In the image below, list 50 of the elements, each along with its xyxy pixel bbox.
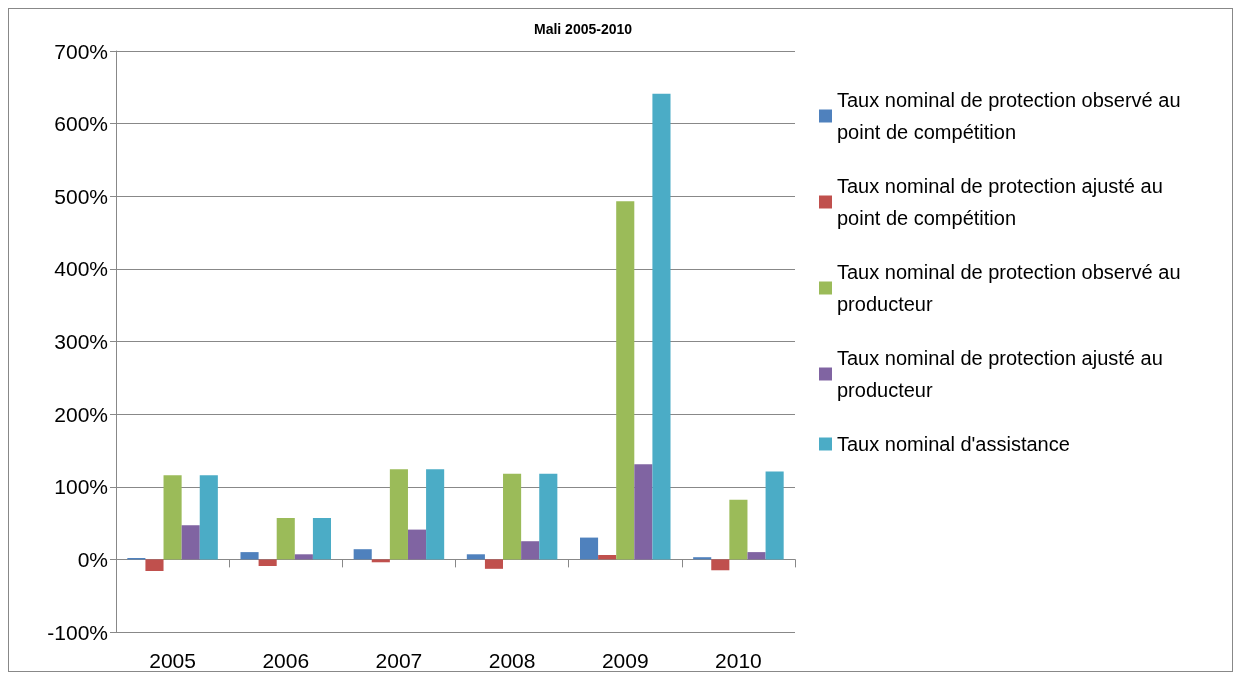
- y-tick-label: 100%: [54, 475, 108, 499]
- bar: [371, 559, 390, 563]
- bar: [181, 525, 200, 560]
- bar: [389, 469, 408, 560]
- x-tick-label: 2006: [262, 649, 310, 672]
- y-tick-label: 300%: [54, 330, 108, 353]
- legend-label: Taux nominal de protection observé au producteur: [837, 261, 1187, 315]
- x-tick-label: 2010: [715, 649, 762, 672]
- bar: [616, 201, 635, 560]
- x-tick-label: 2008: [488, 649, 536, 672]
- bar: [503, 473, 522, 560]
- bar: [711, 559, 730, 571]
- legend-label: Taux nominal de protection ajusté au producteur: [837, 347, 1169, 401]
- bar: [258, 559, 277, 566]
- bar: [353, 549, 372, 560]
- y-tick-label: 700%: [54, 39, 108, 63]
- x-tick-label: 2009: [601, 649, 649, 672]
- bar: [765, 471, 784, 560]
- bar: [294, 554, 313, 560]
- x-tick-label: 2007: [375, 649, 423, 672]
- bar: [163, 475, 182, 560]
- bar: [407, 529, 427, 560]
- bar: [539, 473, 558, 560]
- y-tick-label: 200%: [54, 402, 108, 426]
- bar: [634, 464, 653, 560]
- bar: [729, 499, 748, 560]
- bar: [199, 475, 218, 560]
- legend-label: Taux nominal d'assistance: [837, 433, 1070, 455]
- y-tick-label: 400%: [54, 257, 108, 281]
- bar: [426, 469, 445, 560]
- bar: [484, 559, 504, 569]
- bar: [652, 93, 671, 560]
- legend-label: Taux nominal de protection observé au point de compétition: [837, 89, 1187, 143]
- bar: [276, 517, 295, 560]
- bar: [521, 541, 540, 560]
- legend-label: Taux nominal de protection ajusté au point de compétition: [837, 175, 1169, 229]
- bar: [598, 555, 617, 560]
- bar: [240, 552, 259, 560]
- bar: [579, 537, 599, 560]
- bar: [312, 517, 332, 560]
- y-tick-label: 500%: [54, 184, 108, 208]
- bar: [747, 552, 766, 560]
- y-tick-label: 0%: [77, 547, 108, 571]
- x-tick-label: 2005: [149, 649, 196, 672]
- bar: [466, 554, 485, 560]
- bar: [693, 557, 712, 560]
- y-tick-label: -100%: [47, 620, 108, 644]
- y-tick-label: 600%: [54, 112, 108, 136]
- chart-title: Mali 2005-2010: [534, 21, 633, 37]
- bar: [145, 559, 164, 571]
